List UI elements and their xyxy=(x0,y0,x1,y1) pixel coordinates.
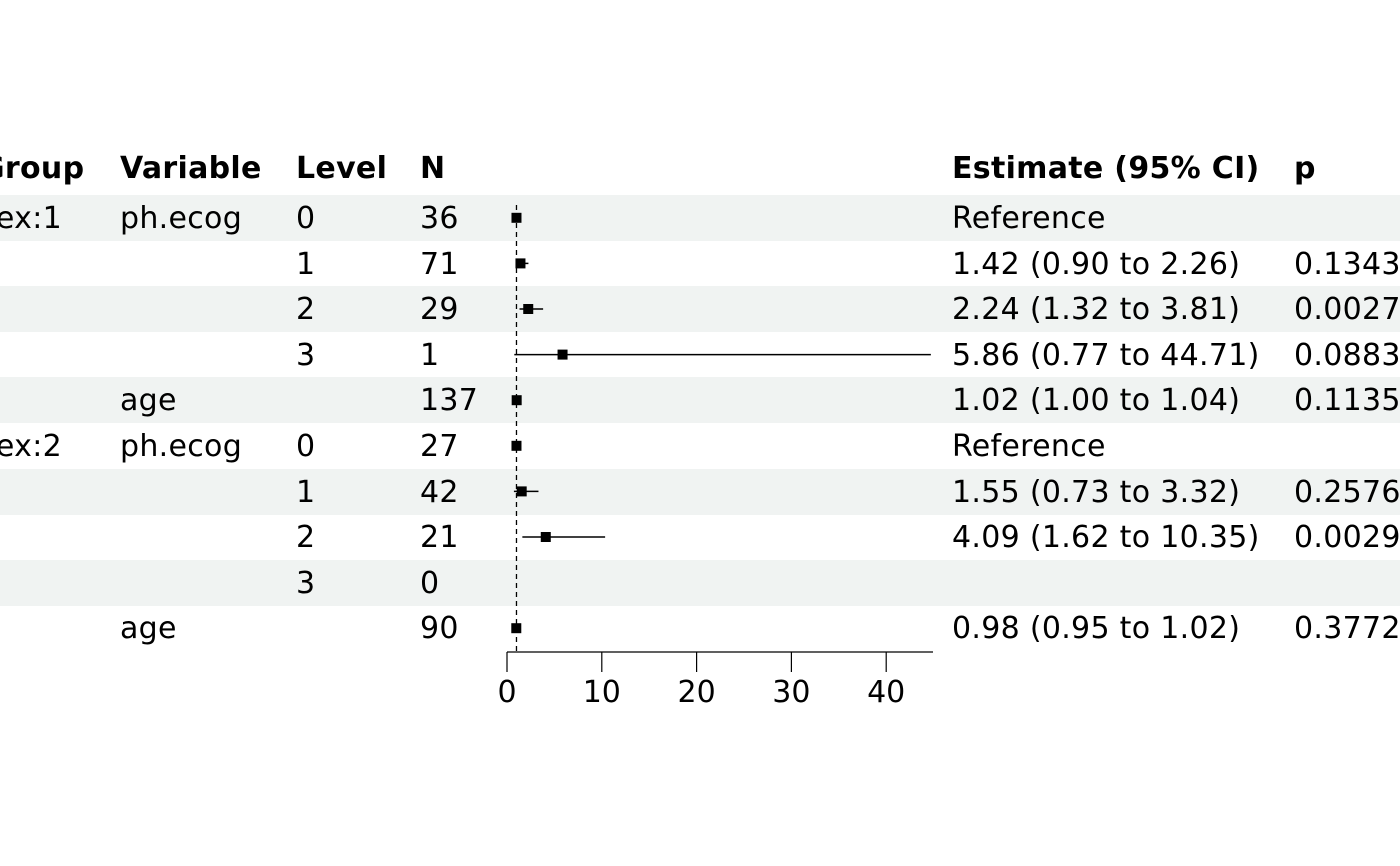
point-estimate xyxy=(557,349,568,360)
row-band xyxy=(0,559,1400,606)
point-estimate xyxy=(511,623,522,634)
cell-p: 0.2576 xyxy=(1294,474,1400,510)
cell-level: 2 xyxy=(296,520,316,556)
header-group: Group xyxy=(0,151,85,186)
row-band xyxy=(0,468,1400,515)
cell-n: 29 xyxy=(420,292,459,328)
header-estimate: Estimate (95% CI) xyxy=(952,151,1260,186)
point-estimate xyxy=(516,486,527,497)
point-estimate xyxy=(511,395,522,406)
cell-level: 1 xyxy=(296,474,316,510)
cell-n: 90 xyxy=(420,611,459,647)
cell-variable: age xyxy=(120,383,177,419)
cell-level: 0 xyxy=(296,201,316,236)
cell-estimate: Reference xyxy=(952,429,1106,464)
cell-estimate: 2.24 (1.32 to 3.81) xyxy=(952,292,1241,328)
cell-p: 0.1343 xyxy=(1294,246,1400,282)
cell-estimate: 4.09 (1.62 to 10.35) xyxy=(952,520,1260,556)
cell-level: 0 xyxy=(296,429,316,464)
point-estimate xyxy=(523,304,534,314)
cell-n: 137 xyxy=(420,383,479,419)
cell-p: 0.3772 xyxy=(1294,611,1400,647)
cell-variable: ph.ecog xyxy=(120,429,243,464)
cell-n: 1 xyxy=(420,337,440,373)
x-tick-label: 20 xyxy=(678,675,716,710)
cell-n: 42 xyxy=(420,474,459,510)
row-band xyxy=(0,195,1400,241)
x-tick-label: 30 xyxy=(772,675,810,710)
cell-variable: age xyxy=(120,611,177,647)
cell-estimate: 1.55 (0.73 to 3.32) xyxy=(952,474,1241,510)
row-band xyxy=(0,286,1400,333)
cell-estimate: Reference xyxy=(952,201,1106,236)
cell-variable: ph.ecog xyxy=(120,201,243,236)
header-level: Level xyxy=(296,151,388,186)
cell-p: 0.0883 xyxy=(1294,337,1400,373)
cell-estimate: 1.02 (1.00 to 1.04) xyxy=(952,383,1241,419)
cell-estimate: 1.42 (0.90 to 2.26) xyxy=(952,246,1241,282)
header-p: p xyxy=(1294,151,1316,186)
point-estimate xyxy=(540,532,551,542)
cell-p: 0.0029 xyxy=(1294,520,1400,556)
header-n: N xyxy=(420,151,446,186)
cell-p: 0.0027 xyxy=(1294,292,1400,328)
cell-n: 21 xyxy=(420,520,459,556)
cell-level: 3 xyxy=(296,565,316,601)
x-tick-label: 40 xyxy=(867,675,905,710)
cell-group: sex:2 xyxy=(0,429,63,464)
cell-level: 2 xyxy=(296,292,316,328)
cell-n: 71 xyxy=(420,246,459,282)
cell-estimate: 5.86 (0.77 to 44.71) xyxy=(952,337,1260,373)
cell-group: sex:1 xyxy=(0,201,63,236)
cell-n: 27 xyxy=(420,429,459,464)
cell-level: 1 xyxy=(296,246,316,282)
cell-level: 3 xyxy=(296,337,316,373)
x-tick-label: 10 xyxy=(583,675,621,710)
point-estimate xyxy=(511,212,522,223)
point-estimate xyxy=(515,258,526,269)
cell-n: 36 xyxy=(420,201,459,236)
header-variable: Variable xyxy=(120,151,262,186)
row-band xyxy=(0,377,1400,424)
cell-p: 0.1135 xyxy=(1294,383,1400,419)
cell-estimate: 0.98 (0.95 to 1.02) xyxy=(952,611,1241,647)
cell-n: 0 xyxy=(420,565,440,601)
point-estimate xyxy=(511,440,522,451)
x-tick-label: 0 xyxy=(497,675,516,710)
